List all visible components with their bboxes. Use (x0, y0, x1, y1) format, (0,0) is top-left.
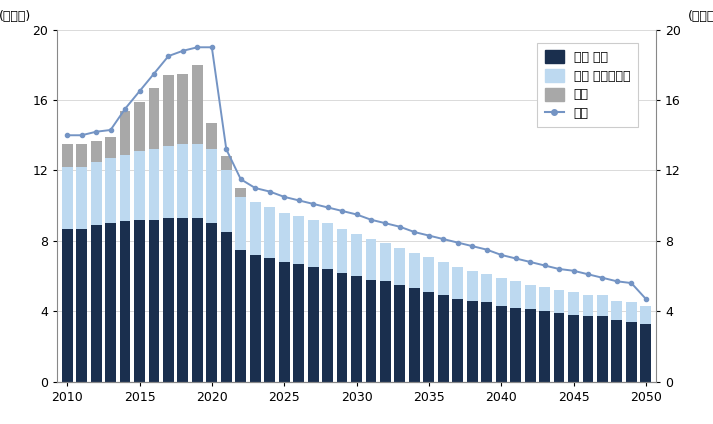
Bar (163, 146, 174, 218)
Bar (438, 262, 448, 296)
Bar (62, 167, 73, 229)
Bar (612, 320, 622, 382)
Bar (250, 202, 261, 255)
Bar (221, 156, 232, 170)
Bar (496, 278, 507, 306)
Bar (409, 288, 420, 382)
Bar (626, 302, 637, 322)
Bar (105, 137, 116, 158)
Bar (163, 75, 174, 146)
Bar (438, 296, 448, 382)
Bar (496, 306, 507, 382)
Bar (351, 276, 362, 382)
Bar (394, 285, 405, 382)
Bar (192, 218, 202, 382)
Bar (583, 316, 593, 382)
Bar (394, 248, 405, 285)
Bar (380, 243, 391, 281)
Bar (235, 197, 246, 250)
Bar (597, 316, 608, 382)
Bar (148, 149, 160, 220)
Bar (467, 301, 478, 382)
Bar (148, 220, 160, 382)
Bar (380, 281, 391, 382)
Bar (525, 310, 535, 382)
Bar (452, 299, 463, 382)
Bar (76, 144, 87, 167)
Bar (612, 301, 622, 320)
Bar (265, 207, 275, 258)
Bar (293, 216, 304, 264)
Bar (134, 102, 145, 151)
Bar (105, 223, 116, 382)
Bar (511, 281, 521, 308)
Bar (148, 88, 160, 149)
Bar (640, 324, 651, 382)
Bar (568, 315, 579, 382)
Bar (206, 123, 217, 149)
Bar (206, 223, 217, 382)
Bar (134, 220, 145, 382)
Bar (424, 257, 434, 292)
Bar (76, 229, 87, 382)
Bar (163, 218, 174, 382)
Bar (366, 279, 376, 382)
Bar (62, 229, 73, 382)
Bar (640, 306, 651, 324)
Bar (91, 225, 101, 382)
Bar (583, 296, 593, 316)
Bar (452, 267, 463, 299)
Bar (221, 170, 232, 232)
Bar (250, 255, 261, 382)
Bar (178, 144, 188, 218)
Text: (백만채): (백만채) (688, 10, 713, 22)
Bar (568, 292, 579, 315)
Bar (265, 258, 275, 382)
Bar (467, 271, 478, 301)
Bar (481, 302, 492, 382)
Bar (322, 223, 333, 269)
Legend: 인구 증가, 주택 업그레이드, 투자, 전체: 인구 증가, 주택 업그레이드, 투자, 전체 (538, 43, 637, 128)
Bar (91, 162, 101, 225)
Bar (293, 264, 304, 382)
Bar (178, 74, 188, 144)
Bar (366, 239, 376, 279)
Bar (351, 234, 362, 276)
Bar (134, 151, 145, 220)
Bar (539, 311, 550, 382)
Text: (백만채): (백만채) (0, 10, 31, 22)
Bar (120, 221, 130, 382)
Bar (337, 273, 347, 382)
Bar (279, 262, 289, 382)
Bar (62, 144, 73, 167)
Bar (337, 229, 347, 273)
Bar (91, 140, 101, 162)
Bar (539, 287, 550, 311)
Bar (235, 250, 246, 382)
Bar (553, 313, 565, 382)
Bar (409, 253, 420, 288)
Bar (481, 274, 492, 302)
Bar (626, 322, 637, 382)
Bar (308, 220, 319, 267)
Bar (178, 218, 188, 382)
Bar (120, 155, 130, 221)
Bar (279, 213, 289, 262)
Bar (424, 292, 434, 382)
Bar (597, 296, 608, 316)
Bar (308, 267, 319, 382)
Bar (511, 308, 521, 382)
Bar (322, 269, 333, 382)
Bar (235, 188, 246, 197)
Bar (76, 167, 87, 229)
Bar (206, 149, 217, 223)
Bar (192, 144, 202, 218)
Bar (221, 232, 232, 382)
Bar (525, 285, 535, 310)
Bar (120, 111, 130, 155)
Bar (192, 65, 202, 144)
Bar (553, 290, 565, 313)
Bar (105, 158, 116, 223)
